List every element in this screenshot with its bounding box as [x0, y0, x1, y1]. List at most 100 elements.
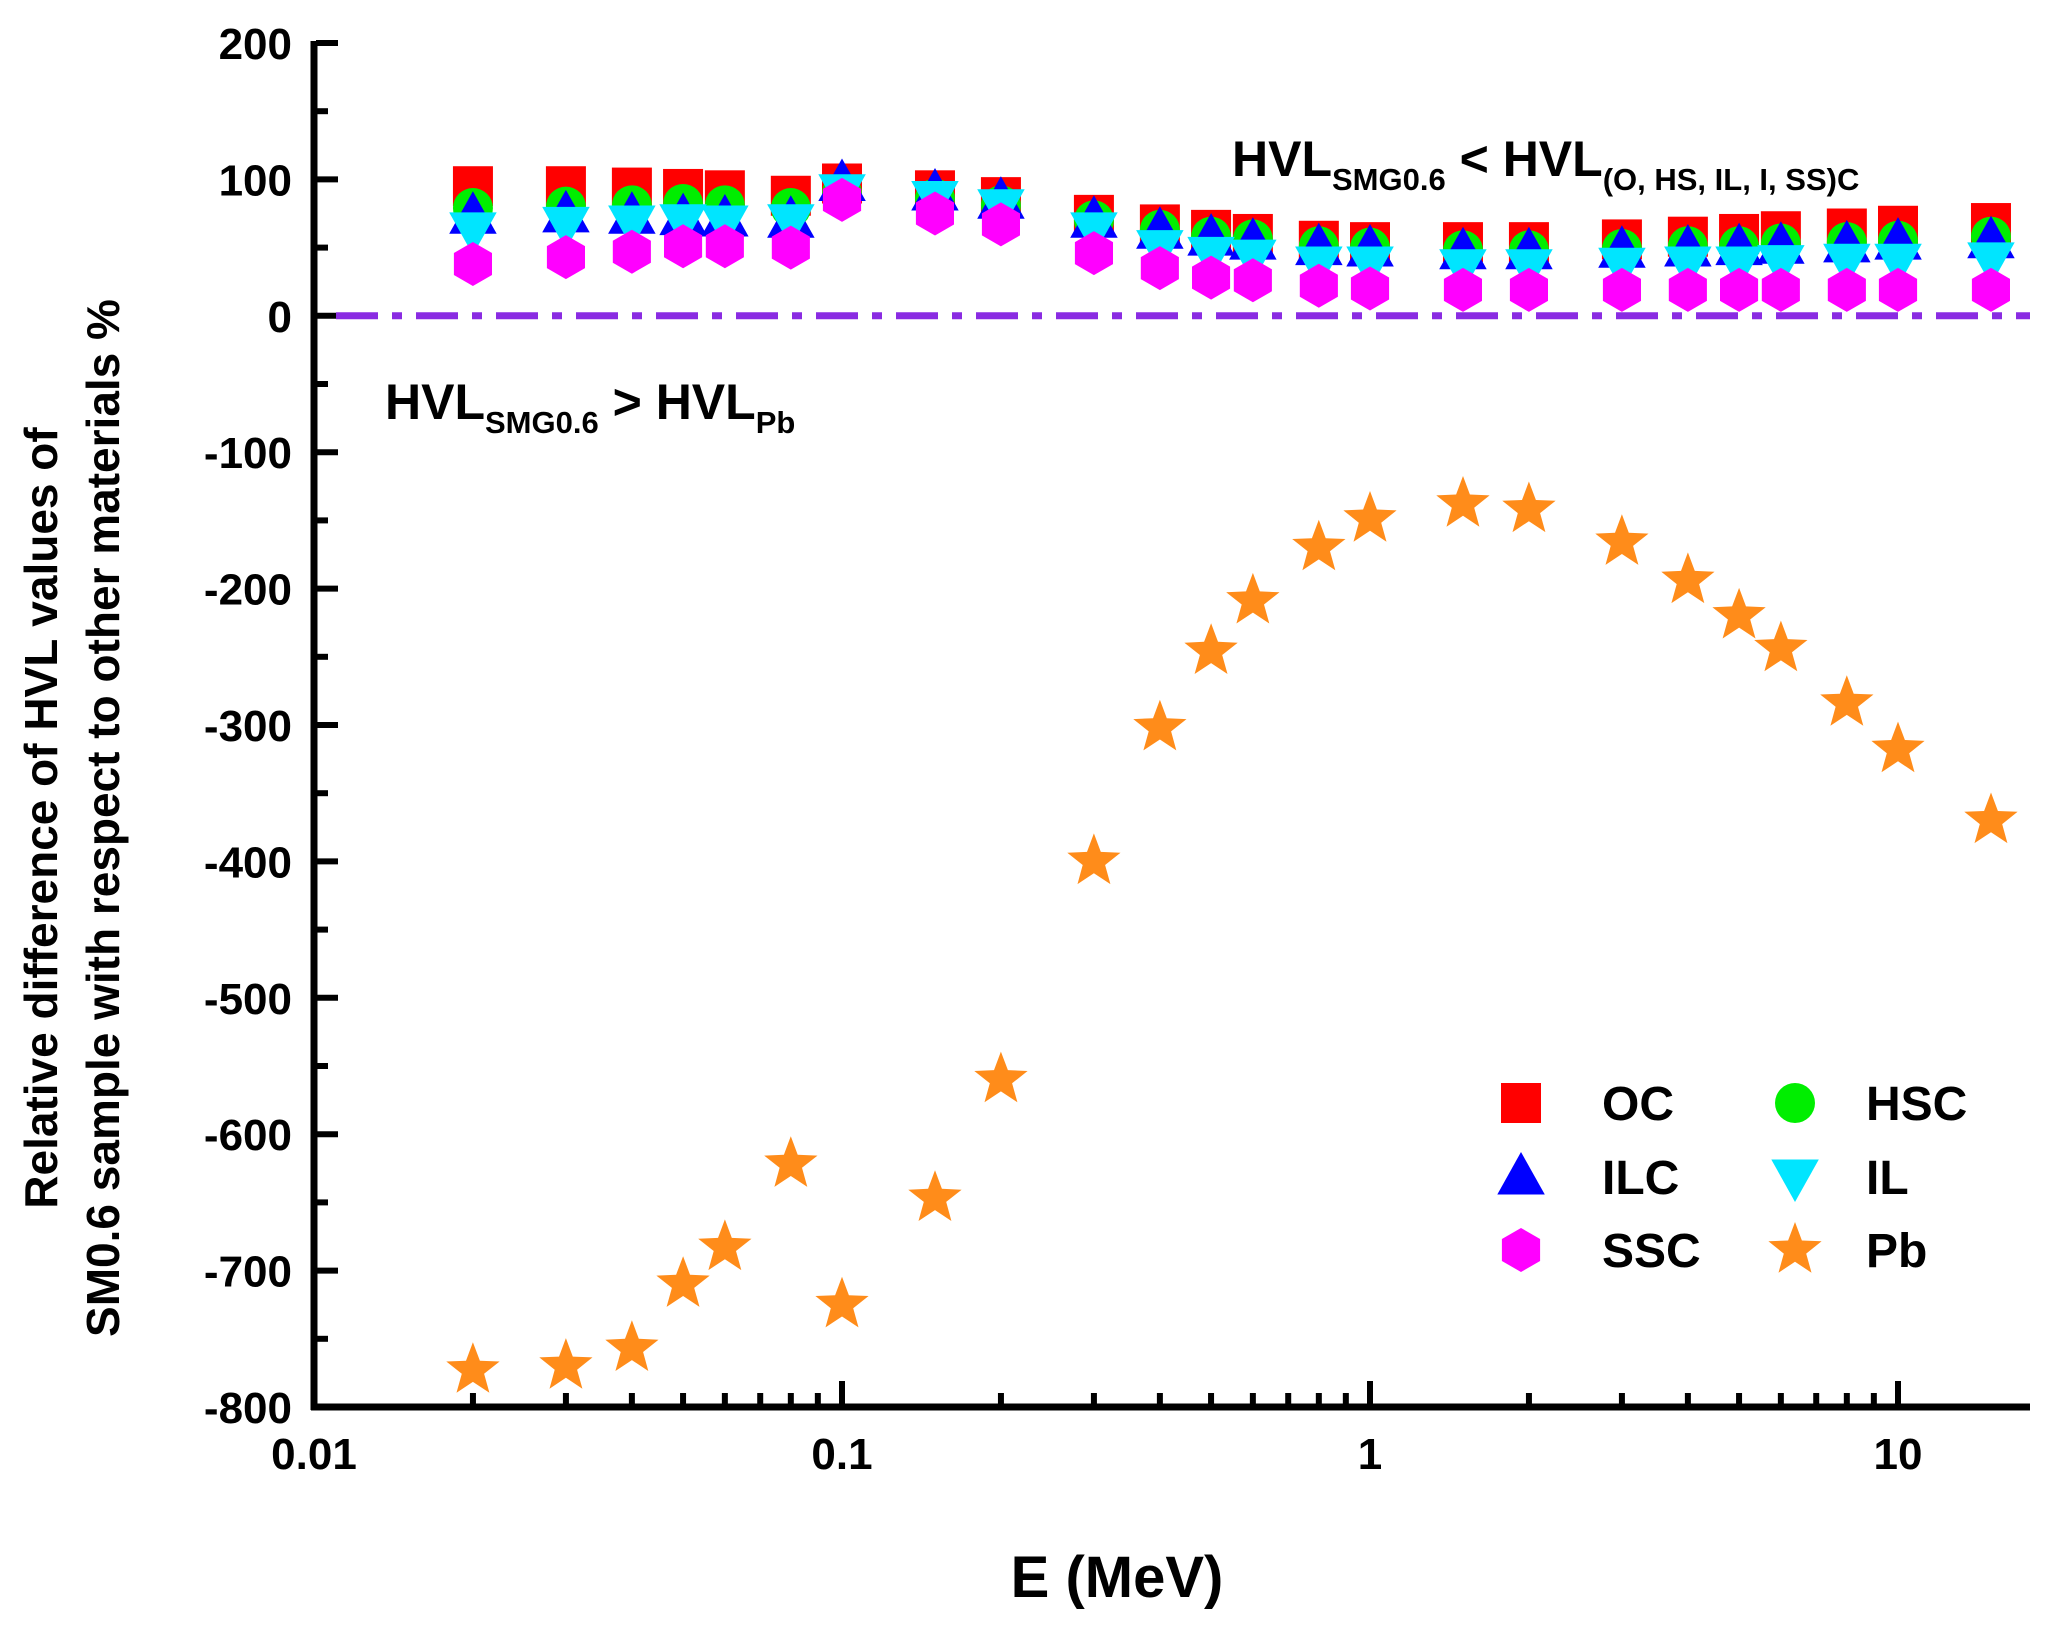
- point-il: [608, 205, 656, 248]
- annotation-lower-sub1: SMG0.6: [485, 405, 599, 440]
- legend-label-oc: OC: [1602, 1078, 1674, 1131]
- legend-label-ssc: SSC: [1602, 1225, 1701, 1278]
- y-tick-label: 0: [268, 293, 292, 342]
- x-tick-label: 0.1: [811, 1430, 872, 1479]
- point-il: [1757, 245, 1805, 288]
- point-pb: [656, 1256, 710, 1307]
- y-axis-title-line-1: Relative difference of HVL values of: [15, 427, 67, 1209]
- point-il: [1715, 246, 1763, 289]
- series-ssc: [453, 177, 2010, 312]
- point-ssc: [771, 225, 810, 270]
- point-ssc: [1233, 258, 1272, 303]
- point-ssc: [822, 177, 862, 222]
- point-pb: [446, 1342, 500, 1393]
- point-pb: [908, 1170, 962, 1221]
- point-pb: [1343, 491, 1397, 542]
- series-pb: [446, 476, 2018, 1393]
- legend-marker-pb: [1768, 1222, 1822, 1273]
- data-points: [446, 158, 2018, 1393]
- point-ssc: [1668, 267, 1707, 312]
- series-il: [449, 174, 2015, 292]
- point-pb: [1067, 833, 1121, 885]
- point-pb: [1754, 620, 1808, 672]
- y-tick-label: -500: [204, 975, 292, 1024]
- y-tick-label: -300: [204, 702, 292, 751]
- y-tick-label: -600: [204, 1111, 292, 1160]
- point-pb: [1964, 792, 2018, 844]
- annotation-lower-rel: > HVL: [599, 374, 756, 430]
- y-tick-label: -100: [204, 429, 292, 478]
- point-ssc: [1299, 263, 1338, 308]
- point-ssc: [1602, 267, 1641, 312]
- annotation-upper: HVLSMG0.6 < HVL(O, HS, IL, I, SS)C: [1232, 131, 1859, 197]
- x-tick-label: 0.01: [271, 1430, 357, 1479]
- point-ssc: [705, 224, 744, 269]
- point-pb: [1133, 699, 1187, 751]
- y-tick-label: 100: [219, 156, 292, 205]
- legend-marker-ssc: [1501, 1228, 1541, 1272]
- legend-marker-ilc: [1497, 1152, 1545, 1195]
- point-ssc: [1761, 267, 1800, 312]
- point-ssc: [1971, 267, 2010, 312]
- axes: [310, 40, 2030, 1411]
- point-pb: [764, 1136, 818, 1187]
- legend-marker-il: [1771, 1159, 1819, 1202]
- legend-marker-oc: [1501, 1083, 1541, 1123]
- point-pb: [1871, 721, 1925, 773]
- point-il: [1823, 243, 1871, 287]
- point-pb: [1292, 519, 1346, 571]
- point-ssc: [612, 229, 651, 274]
- point-ssc: [1140, 246, 1179, 291]
- x-tick-label: 10: [1874, 1430, 1923, 1479]
- point-pb: [605, 1320, 659, 1371]
- y-tick-label: 200: [219, 20, 292, 69]
- legend-label-ilc: ILC: [1602, 1152, 1679, 1205]
- point-ssc: [981, 202, 1020, 247]
- point-il: [767, 204, 815, 247]
- y-tick-label: -400: [204, 838, 292, 887]
- x-tick-label: 1: [1358, 1430, 1382, 1479]
- annotation-upper-sub2: (O, HS, IL, I, SS)C: [1603, 162, 1860, 197]
- point-ssc: [1720, 267, 1759, 312]
- y-tick-label: -200: [204, 566, 292, 615]
- point-pb: [815, 1276, 869, 1328]
- legend-marker-hsc: [1775, 1083, 1815, 1123]
- point-ssc: [1878, 267, 1918, 312]
- point-pb: [1820, 675, 1874, 726]
- annotation-upper-sub1: SMG0.6: [1332, 162, 1446, 197]
- point-pb: [539, 1338, 593, 1389]
- point-ssc: [1074, 231, 1113, 276]
- y-tick-label: -700: [204, 1248, 292, 1297]
- point-pb: [698, 1219, 752, 1271]
- point-pb: [1226, 572, 1280, 624]
- point-ssc: [664, 224, 703, 269]
- point-pb: [1436, 476, 1490, 527]
- point-ssc: [546, 235, 585, 280]
- point-pb: [1595, 514, 1649, 565]
- legend-label-pb: Pb: [1866, 1225, 1927, 1278]
- point-ssc: [1509, 267, 1548, 312]
- annotation-lower: HVLSMG0.6 > HVLPb: [385, 374, 795, 440]
- point-il: [1874, 243, 1922, 287]
- legend-label-hsc: HSC: [1866, 1078, 1967, 1131]
- point-il: [1967, 242, 2015, 285]
- point-pb: [1661, 552, 1715, 604]
- point-pb: [1502, 481, 1556, 533]
- y-tick-label: -800: [204, 1384, 292, 1433]
- point-ssc: [1350, 266, 1390, 311]
- point-ssc: [1192, 255, 1231, 300]
- point-pb: [974, 1051, 1028, 1103]
- point-il: [542, 206, 590, 250]
- point-il: [449, 212, 497, 255]
- legend: OC HSC ILC IL SSC Pb: [1497, 1078, 1967, 1278]
- point-ssc: [1443, 267, 1482, 312]
- point-pb: [1712, 587, 1766, 639]
- annotation-lower-sub2: Pb: [756, 405, 796, 440]
- point-ssc: [1827, 267, 1866, 312]
- annotation-upper-rel: < HVL: [1446, 131, 1603, 187]
- point-il: [1664, 246, 1712, 289]
- annotation-lower-main: HVL: [385, 374, 485, 430]
- y-axis-title-line-2: SM0.6 sample with respect to other mater…: [77, 299, 129, 1337]
- point-pb: [1184, 623, 1238, 674]
